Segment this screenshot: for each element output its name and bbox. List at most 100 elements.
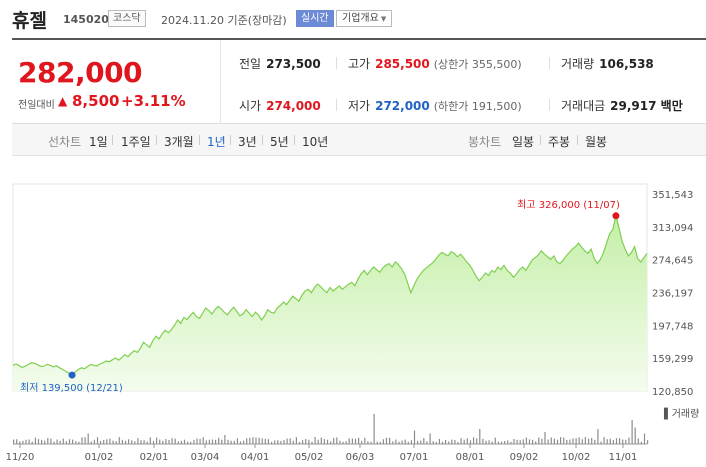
realtime-button[interactable]: 실시간 <box>296 10 334 27</box>
price-line <box>12 215 648 376</box>
period-1d[interactable]: 1일 <box>89 135 108 149</box>
volume-bar <box>404 439 406 444</box>
volume-bar <box>84 437 86 444</box>
high-annotation: 최고 326,000 (11/07) <box>517 199 620 211</box>
x-tick-label: 04/01 <box>241 452 270 463</box>
volume-bar <box>339 440 341 444</box>
volume-bar <box>438 438 440 444</box>
volume-bar <box>510 441 512 444</box>
volume-bar <box>221 439 223 444</box>
open-price: 시가 274,000 <box>239 97 321 114</box>
volume-bar <box>553 438 555 444</box>
volume-bar <box>190 441 192 444</box>
volume-bar <box>591 437 593 444</box>
as-of-date: 2024.11.20 기준(장마감) <box>161 14 287 27</box>
volume-bar <box>128 439 130 444</box>
volume-value: 106,538 <box>599 57 654 71</box>
volume-bar <box>528 439 531 444</box>
volume-bar <box>451 439 453 444</box>
line-chart-title: 선차트 <box>48 135 82 149</box>
volume-bar <box>532 439 534 444</box>
low-label: 저가 <box>348 99 371 113</box>
volume-bar <box>59 440 61 444</box>
volume-bar <box>401 440 403 444</box>
stock-header: 휴젤 145020 코스닥 2024.11.20 기준(장마감) 실시간 기업개… <box>0 0 706 36</box>
volume-bar <box>264 438 266 444</box>
volume-bar <box>476 438 478 444</box>
volume-bar <box>171 438 173 444</box>
low-value: 272,000 <box>375 99 430 113</box>
volume-bar <box>516 439 518 444</box>
volume-bar <box>53 441 55 444</box>
volume-bar <box>504 441 506 444</box>
volume-bar <box>469 440 472 444</box>
volume-bar <box>575 438 577 444</box>
period-3m[interactable]: 3개월 <box>164 135 194 149</box>
volume-bar <box>16 439 18 444</box>
volume-bar <box>25 439 27 444</box>
volume-bar <box>556 439 559 444</box>
volume-bar <box>637 438 639 444</box>
volume-bar <box>68 439 71 444</box>
volume-bar <box>351 438 353 444</box>
candle-weekly[interactable]: 주봉 <box>548 135 571 149</box>
volume-bar <box>96 437 99 444</box>
period-3y[interactable]: 3년 <box>238 135 257 149</box>
volume-bar <box>267 439 269 444</box>
x-tick-label: 11/01 <box>609 452 638 463</box>
volume-bar <box>37 439 40 444</box>
volume-bar <box>261 438 263 444</box>
volume-bar <box>454 439 456 444</box>
volume-bar <box>500 441 503 444</box>
volume-bar <box>625 439 627 444</box>
volume-bar <box>572 438 574 444</box>
high-value: 285,500 <box>375 57 430 71</box>
y-tick-label: 120,850 <box>652 387 693 398</box>
volume-bar <box>395 439 397 444</box>
volume-bar <box>603 437 605 444</box>
volume-bar <box>249 437 251 444</box>
volume-bar <box>143 440 145 444</box>
volume-bar <box>165 439 167 444</box>
volume-bar <box>305 439 307 444</box>
volume-bar <box>146 441 148 444</box>
volume-bar <box>547 439 549 444</box>
volume-bar <box>168 440 170 444</box>
volume-bar <box>364 437 366 444</box>
low-annotation: 최저 139,500 (12/21) <box>20 382 123 394</box>
chevron-down-icon: ▼ <box>380 15 387 23</box>
candle-daily[interactable]: 일봉 <box>512 135 535 149</box>
volume-bar <box>628 437 630 444</box>
period-1w[interactable]: 1주일 <box>121 135 151 149</box>
period-5y[interactable]: 5년 <box>270 135 289 149</box>
volume-bar <box>513 439 515 444</box>
volume-bar <box>78 441 80 444</box>
period-selector: 선차트 1일 1주일 3개월 1년 3년 5년 10년 봉차트 일봉 주봉 월봉 <box>12 124 706 156</box>
y-tick-label: 159,299 <box>652 354 693 365</box>
volume-bar <box>361 440 363 444</box>
volume-bar <box>569 439 571 444</box>
period-1y[interactable]: 1년 <box>207 135 226 149</box>
period-10y[interactable]: 10년 <box>302 135 329 149</box>
volume-bar <box>535 441 537 444</box>
company-overview-dropdown[interactable]: 기업개요 ▼ <box>336 10 393 27</box>
volume-bar <box>13 439 15 444</box>
candle-monthly[interactable]: 월봉 <box>585 135 608 149</box>
volume-bar <box>298 442 301 444</box>
volume-bar <box>382 439 384 444</box>
volume-bar <box>50 438 52 444</box>
x-tick-label: 05/02 <box>295 452 324 463</box>
volume-bar <box>323 439 325 444</box>
volume-bar <box>271 441 273 444</box>
volume-bar <box>149 437 151 444</box>
volume-label: 거래량 <box>561 57 595 71</box>
volume-bar <box>22 440 24 444</box>
volume-bar <box>385 437 388 444</box>
candle-chart-title: 봉차트 <box>468 135 502 149</box>
volume-bar <box>379 441 381 444</box>
volume-bar <box>199 438 201 444</box>
volume-bar <box>647 440 649 444</box>
quote-panel: 282,000 전일대비 ▲ 8,500 +3.11% 전일 273,500 고가… <box>12 38 706 124</box>
volume-bar <box>448 441 450 444</box>
up-triangle-icon: ▲ <box>58 94 68 108</box>
